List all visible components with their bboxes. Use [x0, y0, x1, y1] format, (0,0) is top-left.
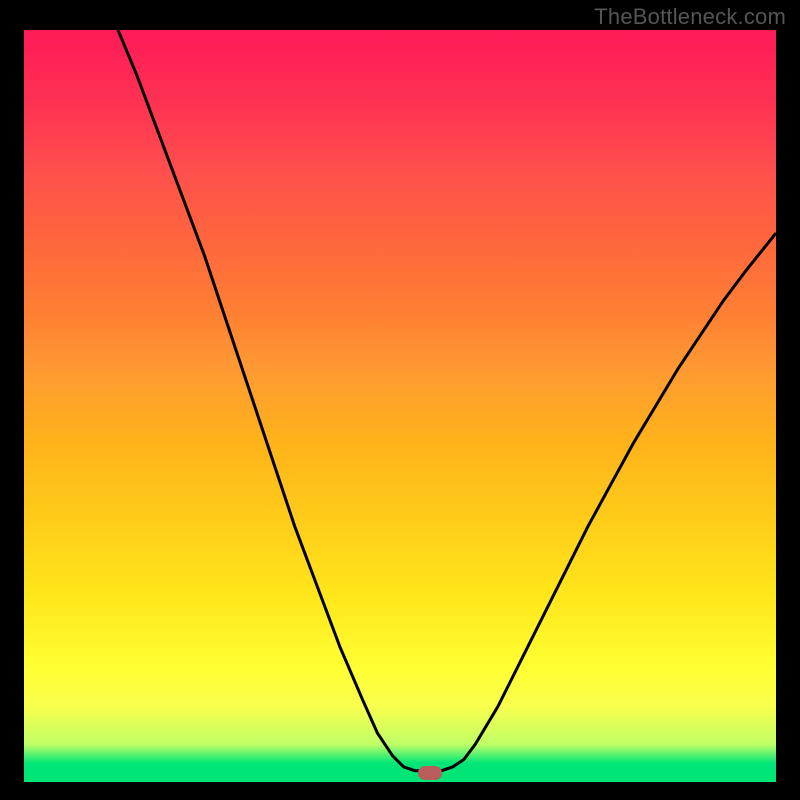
bottleneck-curve [118, 30, 776, 771]
frame: TheBottleneck.com [0, 0, 800, 800]
curve-svg [24, 30, 776, 782]
minimum-marker [418, 766, 442, 780]
watermark-text: TheBottleneck.com [594, 4, 786, 30]
plot-area [24, 30, 776, 782]
